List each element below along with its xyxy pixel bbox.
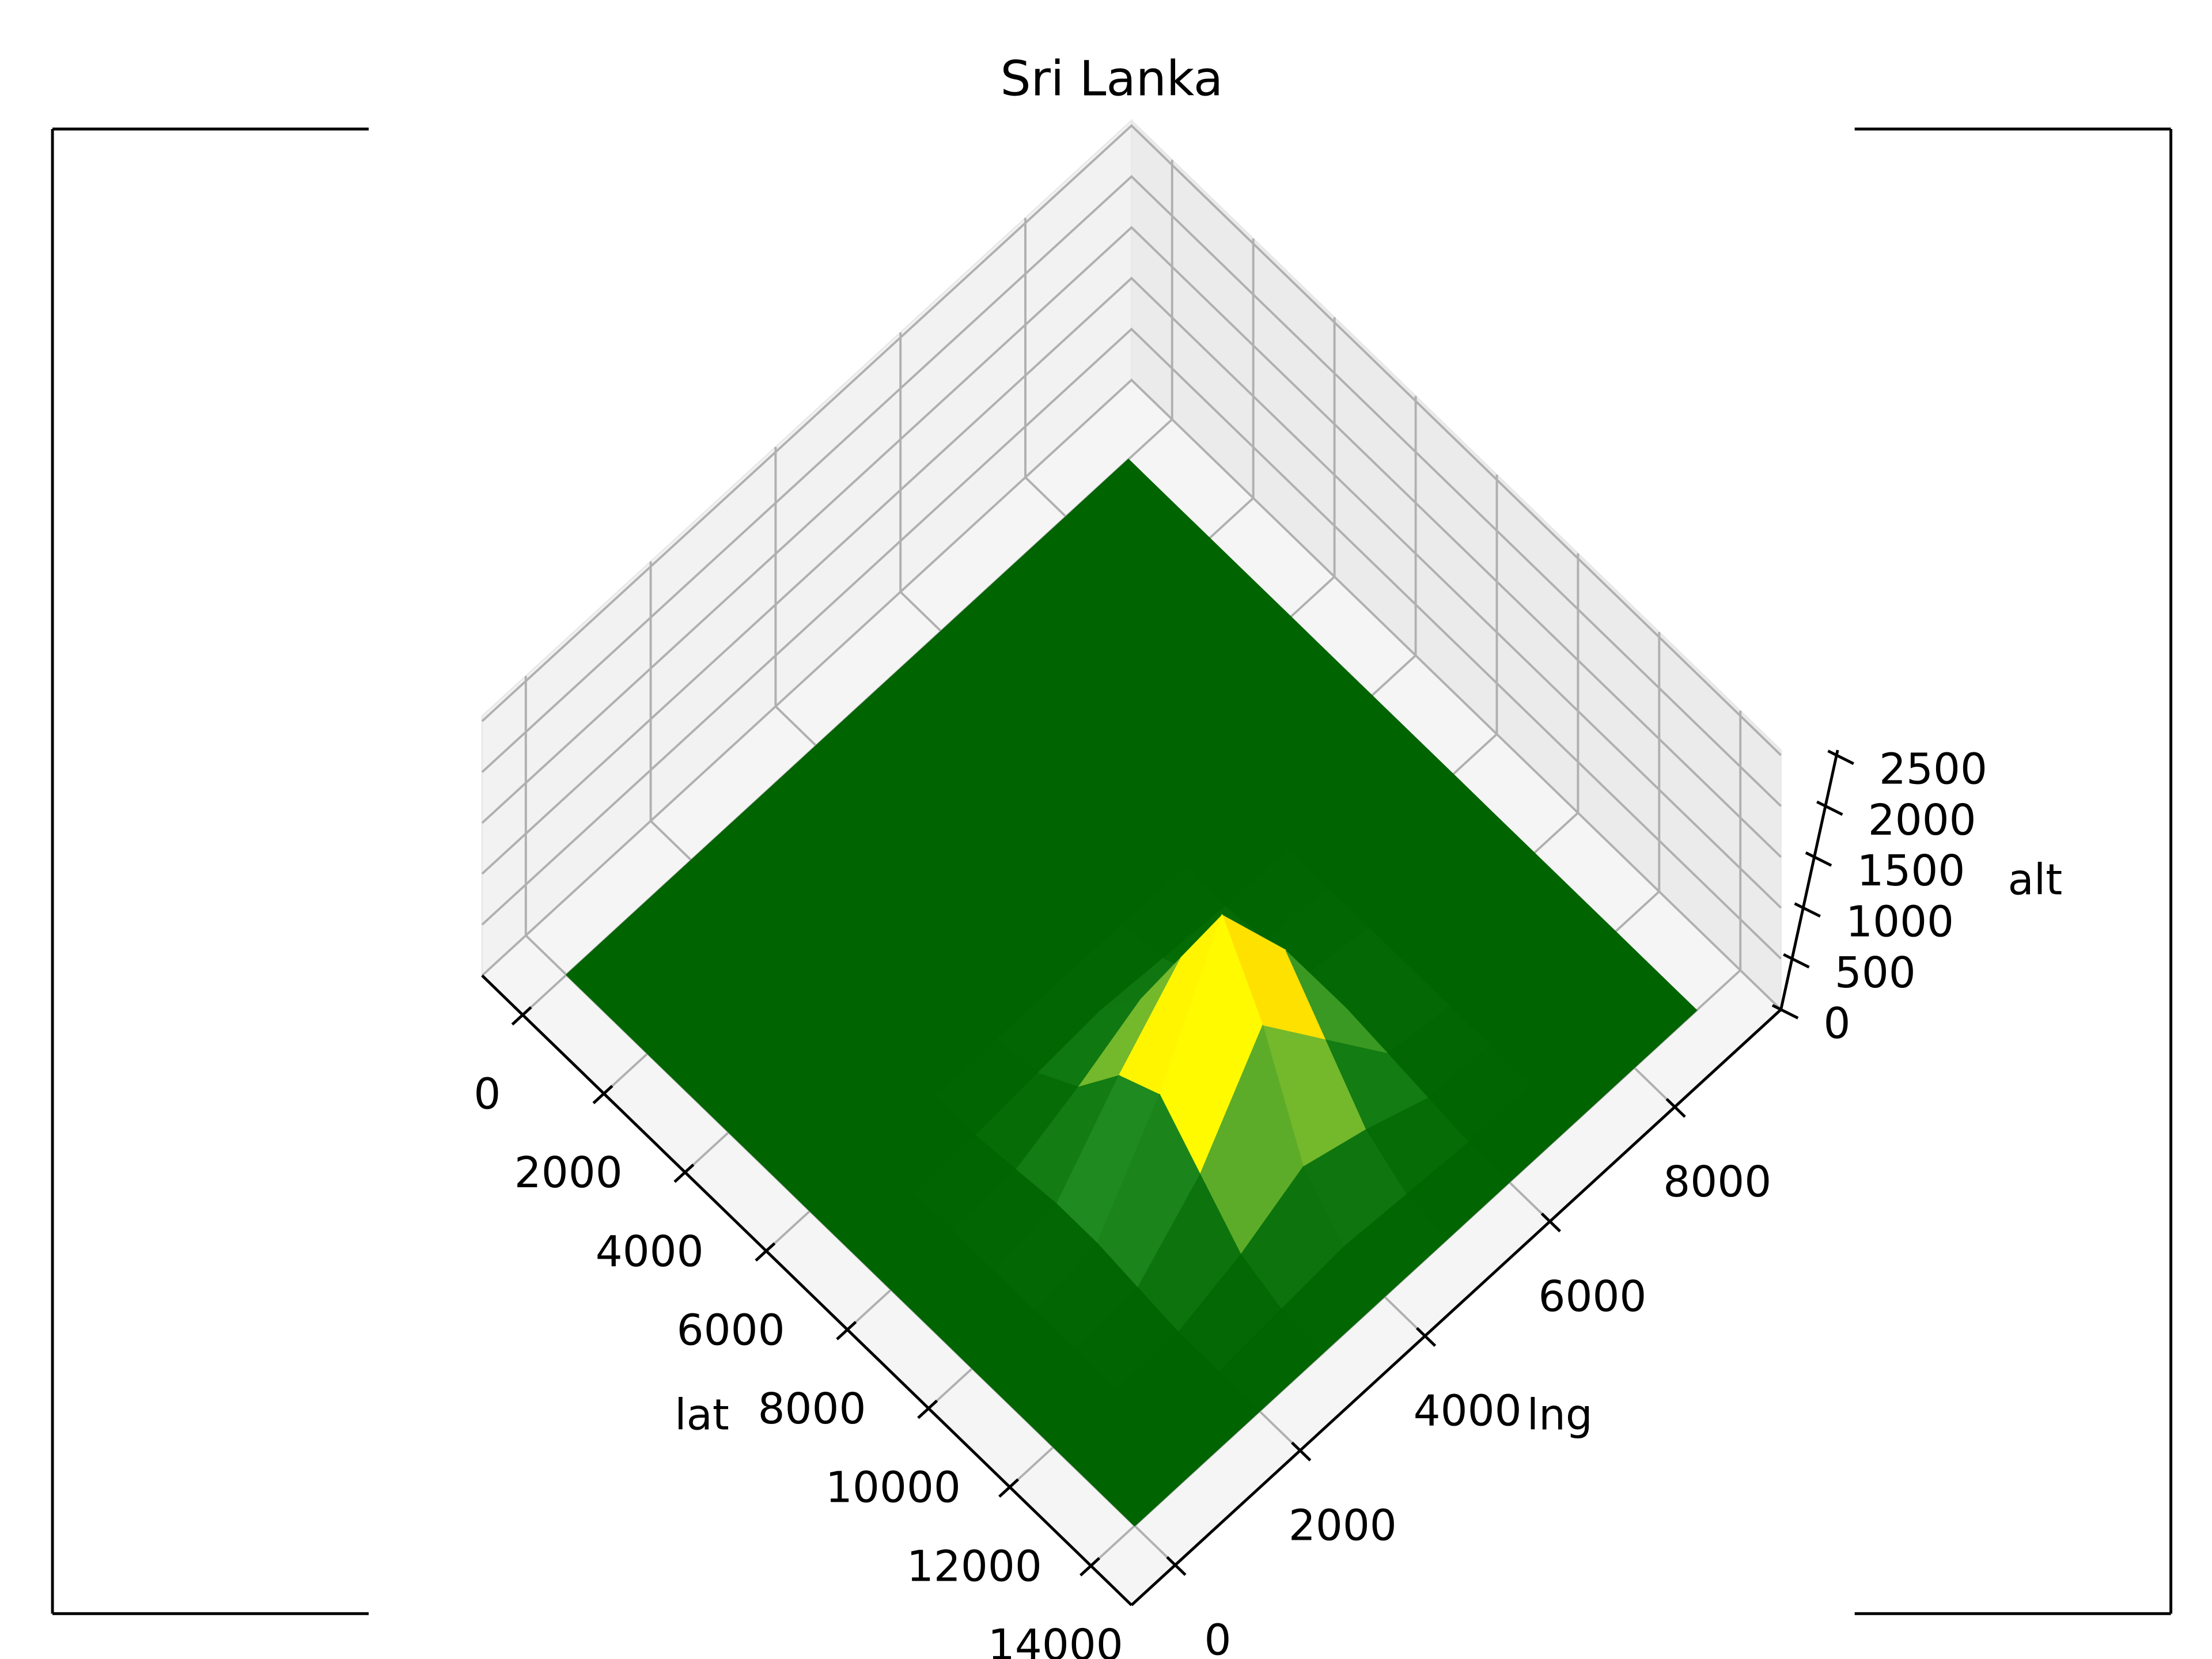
- z-tick: [1827, 749, 1854, 765]
- lat-tick: [592, 1085, 613, 1104]
- lat-tick: [1080, 1557, 1101, 1577]
- lng-tick: [1166, 1556, 1187, 1576]
- chart-title: Sri Lanka: [1001, 51, 1224, 107]
- lng-axis-line: [1130, 1008, 1782, 1607]
- z-grid-line: [481, 226, 1782, 858]
- z-axis-label: alt: [2008, 855, 2063, 904]
- lat-axis-line: [481, 974, 1133, 1607]
- z-tick: [1771, 1004, 1799, 1020]
- lat-tick: [836, 1321, 857, 1340]
- z-grid-line: [481, 276, 1782, 909]
- lat-tick: [673, 1163, 695, 1183]
- z-tick-label: 0: [1824, 999, 1851, 1048]
- lat-tick-label: 10000: [825, 1463, 961, 1513]
- z-grid-line: [481, 327, 1782, 960]
- lat-tick-label: 12000: [907, 1541, 1042, 1591]
- lng-tick: [1540, 1212, 1561, 1233]
- z-tick: [1805, 851, 1832, 867]
- lng-tick: [1665, 1098, 1686, 1118]
- lat-tick-label: 14000: [988, 1620, 1123, 1659]
- lng-tick-label: 4000: [1414, 1387, 1522, 1436]
- z-grid-line: [481, 378, 1782, 1011]
- z-tick-label: 1000: [1846, 897, 1954, 947]
- z-tick: [1816, 800, 1843, 816]
- lng-tick-label: 0: [1205, 1615, 1232, 1659]
- lng-tick-label: 8000: [1663, 1157, 1771, 1207]
- lat-tick: [917, 1399, 938, 1419]
- surface-patch: [1093, 1428, 1198, 1527]
- z-tick: [1783, 953, 1810, 969]
- lng-tick: [1415, 1327, 1437, 1347]
- lat-tick-label: 0: [474, 1070, 501, 1119]
- z-tick-label: 2500: [1879, 745, 1987, 794]
- z-tick-label: 500: [1835, 948, 1916, 998]
- z-tick: [1794, 902, 1821, 918]
- lat-tick: [998, 1478, 1020, 1498]
- lat-tick-label: 2000: [514, 1148, 623, 1198]
- lng-tick: [1291, 1441, 1312, 1461]
- lat-tick-label: 8000: [758, 1384, 866, 1434]
- lat-tick: [511, 1006, 532, 1026]
- lat-tick: [755, 1242, 776, 1262]
- lng-axis-label: lng: [1527, 1391, 1593, 1440]
- lng-tick-label: 2000: [1289, 1501, 1397, 1550]
- z-grid-line: [481, 124, 1782, 756]
- z-tick-label: 2000: [1868, 796, 1976, 845]
- z-tick-label: 1500: [1857, 846, 1965, 896]
- lat-tick-label: 4000: [596, 1227, 704, 1277]
- lat-axis-label: lat: [675, 1391, 729, 1440]
- lng-tick-label: 6000: [1539, 1272, 1647, 1321]
- z-axis-line: [1779, 749, 1839, 1010]
- frame: [51, 127, 2173, 1615]
- lat-tick-label: 6000: [677, 1305, 785, 1355]
- z-grid-line: [481, 175, 1782, 807]
